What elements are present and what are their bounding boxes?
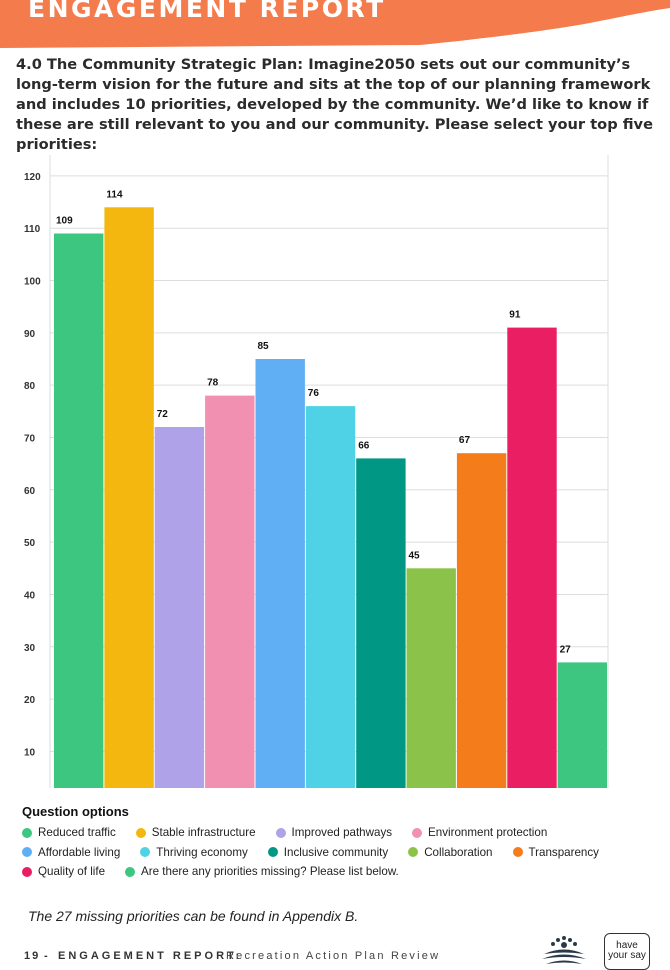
legend-label: Reduced traffic [38,826,116,840]
page-number: 19 [24,950,41,962]
legend-swatch [22,827,32,838]
footer-separator: - [44,950,50,962]
bar [356,458,406,788]
legend-label: Affordable living [38,845,121,859]
header-banner: ENGAGEMENT REPORT [0,0,670,50]
legend-label: Are there any priorities missing? Please… [141,865,399,879]
y-tick-label: 110 [24,224,41,235]
footer-report-subtitle: Recreation Action Plan Review [226,950,441,962]
y-tick-label: 70 [24,433,36,444]
legend-swatch [267,847,278,858]
chart-y-axis: 10 20 30 40 50 60 70 80 90 100 110 120 [24,172,41,758]
legend-label: Collaboration [424,845,493,859]
legend-label: Thriving economy [156,845,248,859]
legend-item: Collaboration [408,843,493,863]
data-label: 85 [258,341,270,352]
legend-item: Reduced traffic [22,823,116,843]
footer-report-title: ENGAGEMENT REPORT: [58,950,243,962]
legend-swatch [275,827,286,838]
bar [557,662,607,788]
legend-swatch [512,847,523,858]
council-logo-icon [542,936,586,964]
legend-item: Quality of life [22,862,105,882]
y-tick-label: 100 [24,277,41,288]
appendix-note: The 27 missing priorities can be found i… [28,908,359,924]
chart-data-labels: 109 114 72 78 85 76 66 45 67 91 27 [56,189,571,655]
legend-item: Are there any priorities missing? Please… [125,862,399,882]
data-label: 45 [409,550,421,561]
chart-bars [54,207,607,789]
header-banner-shape [0,0,670,48]
legend-item: Thriving economy [140,843,248,863]
legend-label: Quality of life [38,865,106,879]
footer: 19 - ENGAGEMENT REPORT: Recreation Actio… [0,950,670,970]
legend-swatch [125,866,136,877]
data-label: 27 [560,644,572,655]
legend-label: Transparency [528,845,599,859]
legend-label: Environment protection [428,826,548,840]
data-label: 91 [509,310,521,321]
bar-chart: 10 20 30 40 50 60 70 80 90 100 110 120 109 114 72 78 85… [24,155,609,789]
legend-item: Stable infrastructure [135,823,256,843]
logo-text-line2: your say [608,950,646,961]
chart-legend: Question options Reduced traffic Stable i… [22,804,662,882]
data-label: 78 [207,378,219,389]
legend-label: Inclusive community [283,845,389,859]
y-tick-label: 80 [24,381,36,392]
legend-item: Improved pathways [275,823,393,843]
question-text: 4.0 The Community Strategic Plan: Imagin… [16,56,653,153]
y-tick-label: 60 [24,486,36,497]
y-tick-label: 90 [24,329,36,340]
legend-swatch [412,827,423,838]
data-label: 66 [358,440,370,451]
bar [507,327,557,788]
have-your-say-logo: have your say [604,933,650,970]
y-tick-label: 40 [24,590,36,601]
bar [54,233,104,788]
y-tick-label: 120 [24,172,41,183]
y-tick-label: 20 [24,695,36,706]
legend-items: Reduced traffic Stable infrastructure Impr… [22,823,662,882]
data-label: 76 [308,388,320,399]
bar [456,453,507,788]
data-label: 109 [56,216,73,227]
legend-item: Affordable living [22,843,120,863]
bar [406,568,456,788]
header-banner-fill [0,0,670,48]
legend-swatch [22,866,32,877]
bar [104,207,154,789]
legend-swatch [135,827,146,838]
page-title: ENGAGEMENT REPORT [28,0,386,23]
legend-item: Environment protection [412,823,547,843]
y-tick-label: 10 [24,747,36,758]
legend-item: Transparency [512,843,599,863]
legend-label: Stable infrastructure [151,826,256,840]
legend-swatch [140,847,151,858]
bar [205,395,255,788]
legend-swatch [22,847,32,858]
legend-label: Improved pathways [291,826,393,840]
bar [305,406,356,788]
data-label: 72 [157,409,169,420]
logo-text-line1: have [616,940,638,951]
data-label: 67 [459,435,471,446]
y-tick-label: 50 [24,538,36,549]
y-tick-label: 30 [24,643,36,654]
legend-title: Question options [22,804,129,819]
legend-item: Inclusive community [267,843,389,863]
data-label: 114 [106,189,123,200]
bar [154,427,205,788]
bar [255,359,305,788]
legend-swatch [408,847,419,858]
